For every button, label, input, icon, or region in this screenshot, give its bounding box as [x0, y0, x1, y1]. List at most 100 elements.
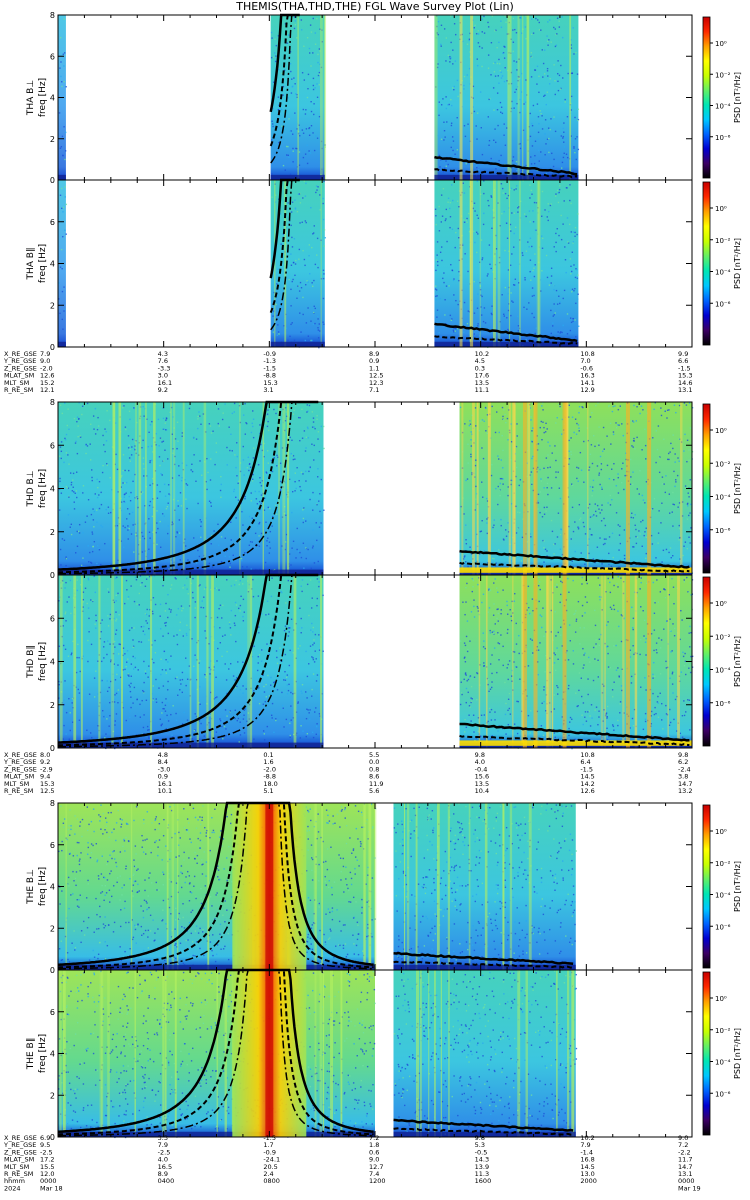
ephemeris-value: 6.6 — [678, 357, 688, 365]
y-axis-label: freq [Hz] — [38, 244, 48, 283]
colorbar: 10⁰ 10⁻² 10⁻⁴ 10⁻⁶ PSD [nT²/Hz] — [702, 403, 742, 574]
colorbar-tick-label: 10⁻⁶ — [715, 700, 731, 708]
time-axis-labels: hhmm 0000 0400 0800 1200 1600 2000 0000 2024 Mar … — [4, 1177, 701, 1192]
colorbar-scale — [702, 181, 711, 346]
ephemeris-value: -2.2 — [678, 1148, 691, 1156]
ephemeris-row-label: Z_RE_GSE — [4, 765, 37, 773]
colorbar-label: PSD [nT²/Hz] — [733, 72, 742, 123]
ephemeris-row-label: Z_RE_GSE — [4, 364, 37, 372]
ephemeris-value: 4.0 — [475, 758, 485, 766]
colorbar-tick-label: 10⁰ — [715, 828, 727, 836]
ephemeris-value: -2.5 — [40, 1148, 53, 1156]
time-tick-label: 2000 — [580, 1177, 597, 1185]
ephemeris-value: 8.9 — [369, 350, 379, 358]
ephemeris-value: 6.9 — [40, 1134, 50, 1142]
colorbar-label: PSD [nT²/Hz] — [733, 636, 742, 687]
spectrogram-block — [434, 180, 579, 347]
time-tick-label: 0000 — [678, 1177, 695, 1185]
ephemeris-value: 15.6 — [475, 773, 489, 781]
ephemeris-row-label: MLT_SM — [4, 379, 29, 387]
ephemeris-value: 12.6 — [40, 372, 54, 380]
ephemeris-row-label: MLAT_SM — [4, 372, 34, 380]
colorbar-tick-label: 10⁰ — [715, 40, 727, 48]
gyrofrequency-curve — [434, 155, 578, 176]
y-tick-label: 2 — [50, 1091, 55, 1100]
ephemeris-value: -3.0 — [158, 765, 171, 773]
ephemeris-value: 7.4 — [369, 1170, 379, 1178]
ephemeris-value: 9.2 — [158, 386, 168, 394]
ephemeris-value: -1.4 — [580, 1148, 593, 1156]
ephemeris-value: 9.5 — [40, 1141, 50, 1149]
ephemeris-value: 14.3 — [475, 1156, 489, 1164]
ephemeris-value: 16.8 — [580, 1156, 594, 1164]
colorbar-tick-label: 10⁻² — [715, 633, 731, 641]
ephemeris-value: 9.2 — [40, 758, 50, 766]
y-axis-label: freq [Hz] — [38, 469, 48, 508]
gyrofrequency-curve — [393, 960, 574, 969]
y-axis-label: freq [Hz] — [38, 642, 48, 681]
colorbar-scale — [702, 16, 711, 179]
y-tick-label: 2 — [50, 301, 55, 310]
emission-streak — [562, 575, 567, 748]
ephemeris-table-tha: X_RE_GSE 7.9 4.3 -0.9 8.9 10.2 10.8 9.9 Y_RE_GSE… — [3, 350, 692, 394]
emission-streak — [522, 402, 527, 575]
colorbar-tick-label: 10⁰ — [715, 995, 727, 1003]
ephemeris-value: 1.6 — [263, 758, 273, 766]
date-label: Mar 18 — [40, 1184, 63, 1192]
ephemeris-value: 7.2 — [369, 1134, 379, 1142]
emission-streak — [459, 180, 463, 347]
gyrofrequency-curve — [459, 549, 690, 569]
colorbar-tick-label: 10⁻⁶ — [715, 134, 731, 142]
ephemeris-value: -0.5 — [475, 1148, 488, 1156]
ephemeris-table-the: X_RE_GSE 6.9 3.3 -1.5 7.2 9.8 10.2 9.0 Y_RE_GSE 9… — [3, 1134, 692, 1178]
emission-streak — [459, 15, 463, 180]
colorbar-tick-label: 10⁰ — [715, 600, 727, 608]
ephemeris-value: 3.8 — [678, 773, 688, 781]
ephemeris-row-label: R_RE_SM — [4, 1170, 33, 1178]
ephemeris-value: 10.2 — [475, 350, 489, 358]
panel-label: THD B∥ — [26, 645, 36, 679]
colorbar-tick-label: 10⁻⁴ — [715, 269, 731, 277]
y-tick-label: 4 — [50, 485, 55, 494]
ephemeris-value: 16.1 — [158, 379, 172, 387]
colorbar: 10⁰ 10⁻² 10⁻⁴ 10⁻⁶ PSD [nT²/Hz] — [702, 16, 742, 179]
emission-streak — [562, 402, 567, 575]
ephemeris-value: 8.9 — [158, 1170, 168, 1178]
ephemeris-value: 14.7 — [678, 780, 692, 788]
ephemeris-value: 3.3 — [158, 1134, 168, 1142]
y-tick-label: 2 — [50, 528, 55, 537]
panel-frame — [57, 14, 693, 181]
y-axis-label: freq [Hz] — [38, 1034, 48, 1073]
y-tick-label: 4 — [50, 883, 55, 892]
y-tick-label: 4 — [50, 1050, 55, 1059]
ephemeris-value: 11.7 — [678, 1156, 692, 1164]
ephemeris-value: 17.6 — [475, 372, 489, 380]
y-tick-label: 8 — [50, 11, 55, 20]
gyrofrequency-curve — [269, 802, 374, 970]
gyrofrequency-curve — [434, 335, 578, 345]
colorbar: 10⁰ 10⁻² 10⁻⁴ 10⁻⁶ PSD [nT²/Hz] — [702, 181, 742, 346]
ephemeris-value: -1.3 — [263, 357, 276, 365]
ephemeris-value: 12.3 — [369, 379, 383, 387]
spectrogram-panel-the-b∥: 0 2 4 6 THE B∥ freq [Hz] 10⁰ 10⁻² 10⁻⁴ 10⁻⁶ PSD [n… — [26, 968, 742, 1142]
ephemeris-row-label: X_RE_GSE — [4, 751, 37, 759]
ephemeris-value: 1.8 — [369, 1141, 379, 1149]
ephemeris-value: 11.1 — [475, 386, 489, 394]
spectrogram-block — [58, 803, 375, 970]
ephemeris-value: -0.9 — [263, 1148, 276, 1156]
y-tick-label: 6 — [50, 841, 55, 850]
spectrogram-block — [434, 15, 579, 180]
panel-label: THE B⊥ — [26, 869, 36, 905]
ephemeris-value: 5.3 — [475, 1141, 485, 1149]
ephemeris-value: 4.8 — [158, 751, 168, 759]
y-tick-label: 2 — [50, 701, 55, 710]
ephemeris-value: -2.9 — [40, 765, 53, 773]
colorbar-label: PSD [nT²/Hz] — [733, 463, 742, 514]
colorbar-tick-label: 10⁻² — [715, 71, 731, 79]
gyrofrequency-curve — [58, 574, 319, 747]
date-label: Mar 19 — [678, 1184, 701, 1192]
y-tick-label: 8 — [50, 398, 55, 407]
date-label: 2024 — [4, 1184, 21, 1192]
ephemeris-value: -2.4 — [678, 765, 691, 773]
